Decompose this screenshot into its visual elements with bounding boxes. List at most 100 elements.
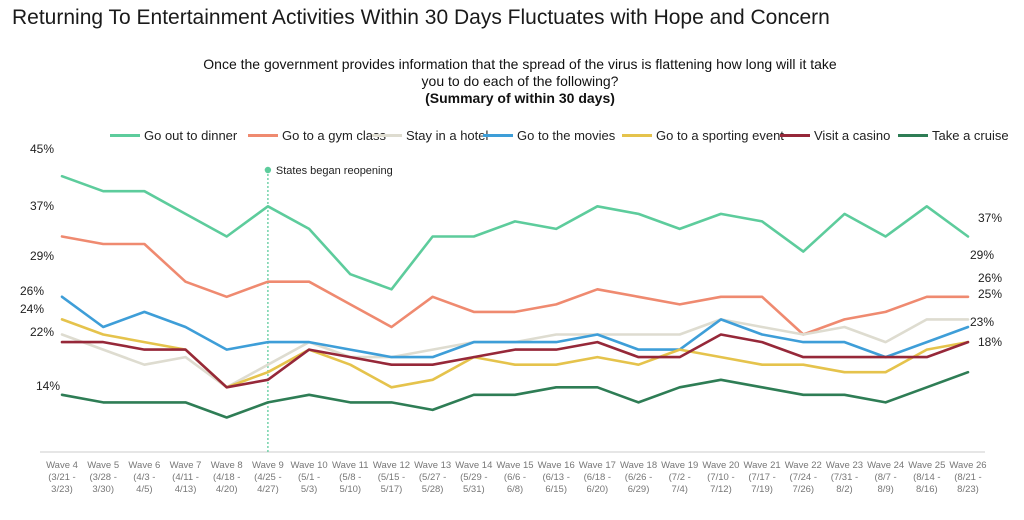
legend-swatch <box>483 134 513 137</box>
chart-title: Returning To Entertainment Activities Wi… <box>12 6 830 29</box>
series-line-go-to-the-movies <box>60 295 970 359</box>
series-line-visit-a-casino <box>60 333 970 389</box>
legend-swatch <box>780 134 810 137</box>
start-value-label: 14% <box>36 379 60 393</box>
x-tick-date-end: 3/23) <box>51 484 73 495</box>
legend-swatch <box>898 134 928 137</box>
x-tick-date-start: (6/26 - <box>625 472 652 483</box>
x-tick-date-start: (4/25 - <box>254 472 281 483</box>
x-tick-label: Wave 11 <box>332 460 368 471</box>
x-tick-label: Wave 25 <box>908 460 945 471</box>
x-tick-date-start: (8/14 - <box>913 472 940 483</box>
x-tick-date-end: 4/5) <box>136 484 152 495</box>
legend-item-go-to-a-gym-class: Go to a gym class <box>248 128 386 143</box>
x-tick-label: Wave 16 <box>538 460 575 471</box>
x-tick-label: Wave 15 <box>496 460 533 471</box>
end-value-label: 29% <box>970 248 994 262</box>
x-tick-label: Wave 21 <box>744 460 781 471</box>
x-tick-date-end: 8/2) <box>836 484 852 495</box>
x-tick-date-end: 5/3) <box>301 484 317 495</box>
reopening-annotation: States began reopening <box>276 165 393 177</box>
x-tick-label: Wave 13 <box>414 460 451 471</box>
start-value-label: 22% <box>30 325 54 339</box>
x-tick-date-start: (4/11 - <box>172 472 199 483</box>
x-tick-label: Wave 6 <box>128 460 160 471</box>
legend-label: Stay in a hotel <box>406 128 489 143</box>
legend-label: Go to a gym class <box>282 128 387 143</box>
x-tick-label: Wave 4 <box>46 460 78 471</box>
legend-swatch <box>110 134 140 137</box>
series-line-stay-in-a-hotel <box>60 318 970 389</box>
chart-subtitle: Once the government provides information… <box>170 56 870 107</box>
start-value-label: 24% <box>20 302 44 316</box>
x-tick-date-start: (4/3 - <box>133 472 155 483</box>
x-tick-date-end: 5/28) <box>422 484 444 495</box>
legend-label: Take a cruise <box>932 128 1009 143</box>
x-tick-label: Wave 12 <box>373 460 410 471</box>
x-tick-label: Wave 20 <box>702 460 739 471</box>
x-tick-date-end: 8/23) <box>957 484 979 495</box>
legend-item-stay-in-a-hotel: Stay in a hotel <box>372 128 488 143</box>
x-tick-date-start: (7/24 - <box>790 472 817 483</box>
x-tick-label: Wave 9 <box>252 460 284 471</box>
x-tick-date-start: (7/31 - <box>831 472 858 483</box>
end-value-label: 18% <box>978 335 1002 349</box>
x-tick-date-start: (6/18 - <box>584 472 611 483</box>
x-tick-label: Wave 7 <box>170 460 202 471</box>
series-line-go-out-to-dinner <box>60 174 970 291</box>
subtitle-line-3: (Summary of within 30 days) <box>425 90 615 106</box>
x-tick-date-start: (4/18 - <box>213 472 240 483</box>
start-value-label: 26% <box>20 284 44 298</box>
reopening-marker-dot <box>264 166 272 174</box>
subtitle-line-1: Once the government provides information… <box>203 56 837 72</box>
end-value-label: 37% <box>978 211 1002 225</box>
legend-item-visit-a-casino: Visit a casino <box>780 128 890 143</box>
x-tick-label: Wave 23 <box>826 460 863 471</box>
x-tick-date-end: 6/20) <box>587 484 609 495</box>
legend-item-take-a-cruise: Take a cruise <box>898 128 1009 143</box>
legend-swatch <box>622 134 652 137</box>
x-tick-date-start: (8/21 - <box>954 472 981 483</box>
x-tick-date-start: (3/28 - <box>89 472 116 483</box>
x-tick-date-end: 7/12) <box>710 484 732 495</box>
x-tick-date-end: 7/19) <box>751 484 773 495</box>
x-tick-date-start: (7/10 - <box>707 472 734 483</box>
x-tick-date-end: 5/31) <box>463 484 485 495</box>
x-tick-label: Wave 5 <box>87 460 119 471</box>
x-tick-date-start: (6/13 - <box>542 472 569 483</box>
x-tick-date-start: (5/27 - <box>419 472 446 483</box>
x-tick-date-start: (5/8 - <box>339 472 361 483</box>
end-value-label: 25% <box>978 287 1002 301</box>
x-tick-date-end: 7/4) <box>672 484 688 495</box>
x-tick-date-end: 4/13) <box>175 484 197 495</box>
legend-item-go-to-the-movies: Go to the movies <box>483 128 615 143</box>
x-tick-label: Wave 10 <box>291 460 328 471</box>
x-tick-label: Wave 19 <box>661 460 698 471</box>
x-tick-date-start: (7/17 - <box>748 472 775 483</box>
x-tick-label: Wave 24 <box>867 460 904 471</box>
x-tick-date-end: 8/9) <box>877 484 893 495</box>
x-tick-date-start: (8/7 - <box>875 472 897 483</box>
legend-label: Go to a sporting event <box>656 128 784 143</box>
x-tick-label: Wave 8 <box>211 460 243 471</box>
x-tick-date-end: 4/27) <box>257 484 279 495</box>
legend-item-go-out-to-dinner: Go out to dinner <box>110 128 237 143</box>
x-tick-date-start: (6/6 - <box>504 472 526 483</box>
x-tick-date-end: 8/16) <box>916 484 938 495</box>
series-line-take-a-cruise <box>60 370 970 419</box>
legend-label: Go out to dinner <box>144 128 238 143</box>
x-tick-label: Wave 22 <box>785 460 822 471</box>
x-tick-date-start: (3/21 - <box>48 472 75 483</box>
legend-swatch <box>372 134 402 137</box>
x-tick-date-start: (7/2 - <box>669 472 691 483</box>
start-value-label: 29% <box>30 249 54 263</box>
legend-item-go-to-a-sporting-event: Go to a sporting event <box>622 128 784 143</box>
x-tick-date-end: 6/15) <box>545 484 567 495</box>
legend-label: Go to the movies <box>517 128 616 143</box>
x-tick-date-start: (5/15 - <box>378 472 405 483</box>
x-tick-date-start: (5/29 - <box>460 472 487 483</box>
end-value-label: 23% <box>970 315 994 329</box>
x-tick-label: Wave 18 <box>620 460 657 471</box>
start-value-label: 45% <box>30 142 54 156</box>
